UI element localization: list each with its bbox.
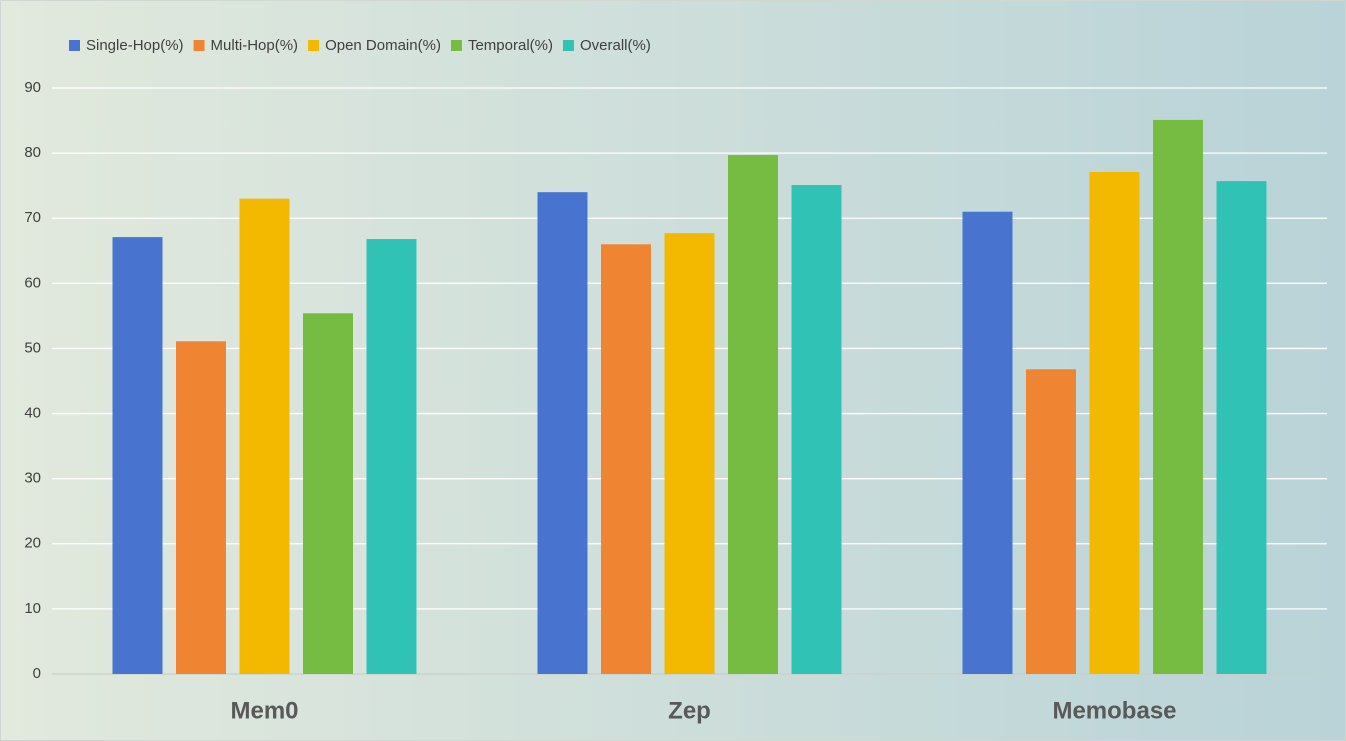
legend-swatch (562, 40, 574, 51)
legend-swatch (308, 40, 320, 51)
x-tick-label: Mem0 (230, 697, 298, 724)
legend-swatch (69, 40, 80, 51)
y-tick-label: 10 (24, 600, 41, 617)
y-tick-label: 40 (24, 405, 41, 422)
bar (239, 198, 290, 674)
y-tick-label: 90 (24, 79, 41, 96)
bar (664, 233, 715, 674)
bar (962, 211, 1013, 674)
y-tick-label: 0 (33, 665, 41, 682)
y-tick-label: 50 (24, 339, 41, 356)
bar (537, 192, 588, 674)
legend-label: Open Domain(%) (325, 37, 441, 54)
x-tick-label: Memobase (1052, 697, 1176, 724)
bar (728, 155, 778, 674)
y-tick-label: 70 (24, 209, 41, 226)
x-tick-label: Zep (668, 697, 711, 724)
legend-label: Single-Hop(%) (86, 37, 184, 54)
bar (791, 185, 842, 674)
bar (1026, 369, 1076, 674)
bar (601, 244, 651, 674)
bar (303, 313, 353, 674)
bar (1216, 181, 1267, 674)
y-tick-label: 60 (24, 274, 41, 291)
y-tick-label: 20 (24, 535, 41, 552)
legend-label: Multi-Hop(%) (211, 37, 299, 54)
legend-label: Overall(%) (580, 37, 651, 54)
y-tick-label: 80 (24, 144, 41, 161)
bar (1153, 119, 1203, 675)
y-tick-label: 30 (24, 470, 41, 487)
bar (112, 237, 163, 675)
bar (176, 341, 226, 674)
legend-swatch (450, 40, 462, 51)
legend-label: Temporal(%) (468, 37, 553, 54)
legend-swatch (193, 40, 205, 51)
bar (1089, 171, 1140, 674)
bar (366, 239, 417, 674)
